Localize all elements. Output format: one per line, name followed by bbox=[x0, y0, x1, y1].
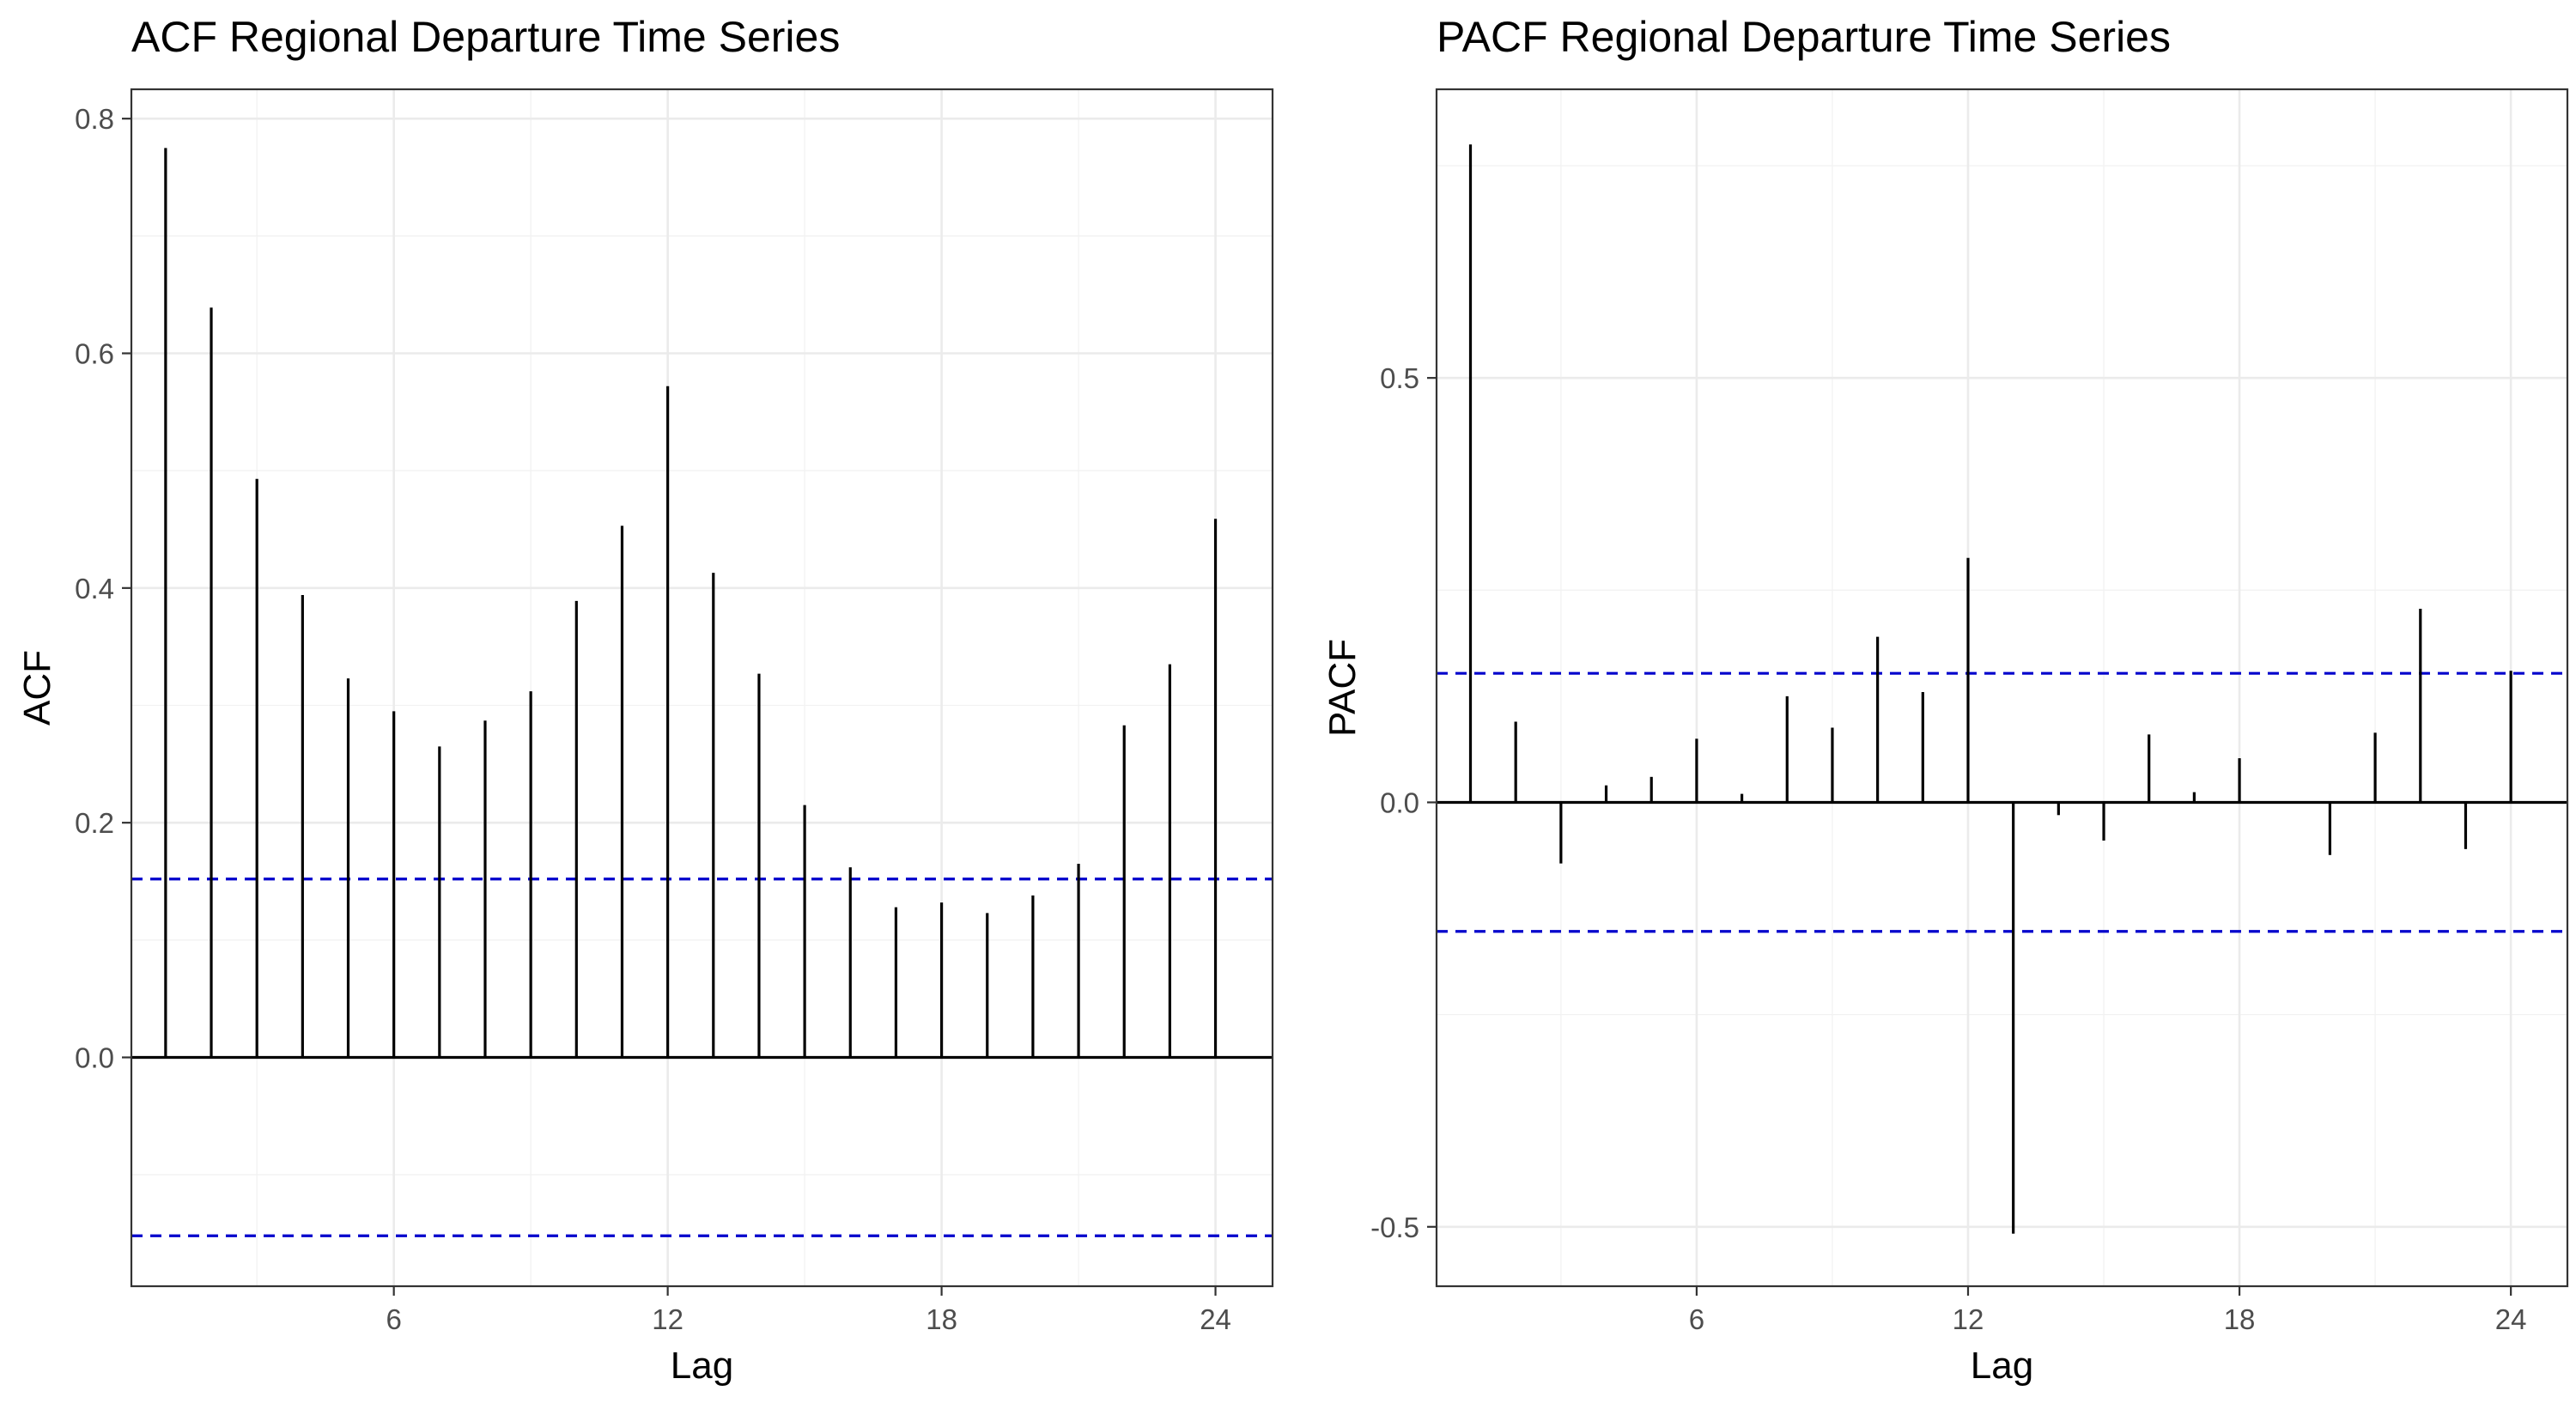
pacf-y-tick-label: 0.5 bbox=[1380, 362, 1419, 394]
acf-y-tick-label: 0.0 bbox=[75, 1042, 114, 1074]
acf-title: ACF Regional Departure Time Series bbox=[131, 13, 840, 61]
pacf-x-axis-label: Lag bbox=[1971, 1345, 2033, 1387]
acf-panel: 0.0 0.2 0.4 0.6 0.8 6 12 18 24 ACF Regional Depar… bbox=[16, 13, 1274, 1387]
acf-x-tick-label: 24 bbox=[1200, 1303, 1231, 1335]
acf-y-tick-label: 0.8 bbox=[75, 103, 114, 135]
pacf-plot-area bbox=[1437, 89, 2567, 1286]
acf-panel-border bbox=[130, 88, 1274, 1288]
pacf-x-tick-label: 6 bbox=[1689, 1303, 1704, 1335]
acf-x-tick-label: 6 bbox=[386, 1303, 401, 1335]
acf-y-tick-label: 0.6 bbox=[75, 338, 114, 370]
pacf-x-tick-label: 12 bbox=[1953, 1303, 1984, 1335]
pacf-y-tick-label: 0.0 bbox=[1380, 787, 1419, 818]
pacf-panel-border bbox=[1435, 88, 2569, 1288]
pacf-x-tick-label: 18 bbox=[2224, 1303, 2256, 1335]
acf-x-tick-label: 18 bbox=[926, 1303, 957, 1335]
acf-y-tick-label: 0.4 bbox=[75, 573, 114, 604]
pacf-x-tick-label: 24 bbox=[2495, 1303, 2527, 1335]
acf-y-axis-label: ACF bbox=[16, 650, 58, 726]
pacf-y-tick-label: -0.5 bbox=[1370, 1212, 1419, 1243]
acf-x-axis-label: Lag bbox=[671, 1345, 733, 1387]
acf-y-tick-label: 0.2 bbox=[75, 807, 114, 839]
acf-x-tick-label: 12 bbox=[652, 1303, 683, 1335]
acf-plot-area bbox=[131, 89, 1273, 1286]
pacf-title: PACF Regional Departure Time Series bbox=[1437, 13, 2171, 61]
pacf-y-axis-label: PACF bbox=[1321, 639, 1364, 737]
pacf-panel: -0.5 0.0 0.5 6 12 18 24 PACF Regional Departure… bbox=[1321, 13, 2569, 1387]
